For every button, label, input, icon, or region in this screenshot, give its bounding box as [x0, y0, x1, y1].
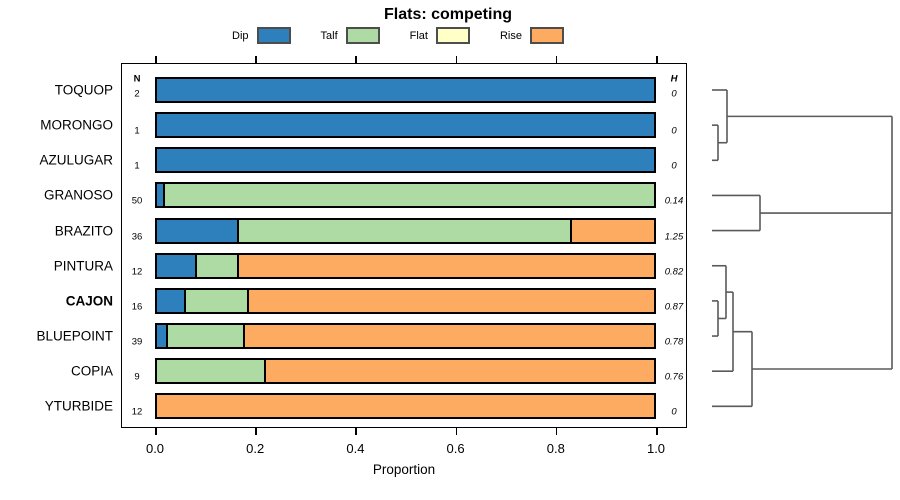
bar-segment-dip	[155, 252, 197, 279]
x-tick-label: 0.2	[246, 441, 265, 456]
legend-swatch-dip	[256, 27, 291, 44]
axis-tick-bottom	[656, 428, 658, 435]
bar-row-cajon	[155, 287, 656, 314]
bar-row-bluepoint	[155, 323, 656, 350]
x-tick-label: 0.4	[346, 441, 365, 456]
h-value: 0	[671, 88, 677, 100]
bar-row-brazito	[155, 217, 656, 244]
x-tick-label: 0.6	[446, 441, 465, 456]
legend-label: Dip	[232, 29, 249, 42]
y-axis-label-cajon: CAJON	[65, 293, 113, 309]
bar-segment-rise	[570, 217, 656, 244]
y-axis-label-pintura: PINTURA	[53, 258, 113, 274]
n-value: 50	[131, 195, 143, 207]
axis-tick-top	[455, 56, 458, 63]
y-axis-label-copia: COPIA	[70, 363, 113, 379]
n-column-header: N	[133, 73, 141, 85]
axis-tick-bottom	[355, 428, 357, 435]
legend-item-talf: Talf	[321, 27, 380, 44]
y-axis-label-granoso: GRANOSO	[43, 187, 113, 203]
legend: Dip Talf Flat Rise	[232, 27, 564, 44]
legend-item-dip: Dip	[232, 27, 291, 44]
y-axis-label-brazito: BRAZITO	[54, 223, 113, 239]
bar-segment-dip	[155, 77, 656, 103]
legend-label: Rise	[499, 29, 522, 42]
bar-segment-rise	[243, 323, 656, 350]
legend-item-rise: Rise	[500, 27, 564, 44]
axis-tick-top	[255, 56, 257, 63]
h-value: 0.78	[664, 336, 684, 348]
bar-row-yturbide	[155, 393, 656, 420]
bar-segment-dip	[155, 217, 239, 244]
legend-swatch-talf	[345, 27, 380, 44]
y-axis-label-bluepoint: BLUEPOINT	[36, 328, 113, 344]
bar-row-granoso	[155, 182, 656, 209]
h-value: 0.87	[664, 301, 684, 313]
y-axis-label-yturbide: YTURBIDE	[44, 398, 113, 414]
chart-title: Flats: competing	[383, 6, 513, 23]
legend-label: Talf	[320, 29, 338, 42]
h-value: 0.76	[664, 371, 684, 383]
axis-tick-bottom	[555, 428, 558, 435]
bar-segment-rise	[155, 393, 656, 420]
legend-swatch-rise	[530, 27, 564, 44]
bar-segment-rise	[247, 287, 656, 314]
bar-segment-dip	[155, 112, 656, 139]
axis-tick-top	[555, 56, 558, 63]
bar-row-pintura	[155, 252, 656, 279]
h-column-header: H	[670, 73, 678, 85]
n-value: 12	[131, 406, 143, 418]
bar-segment-talf	[237, 217, 572, 244]
y-axis-label-morongo: MORONGO	[40, 117, 113, 133]
bar-segment-dip	[155, 147, 656, 174]
bar-row-azulugar	[155, 147, 656, 174]
h-value: 0.82	[664, 266, 684, 278]
h-value: 0	[671, 406, 677, 418]
bar-row-copia	[155, 358, 656, 385]
y-axis-label-azulugar: AZULUGAR	[39, 152, 113, 168]
x-tick-label: 0.8	[546, 441, 565, 456]
h-value: 0.14	[664, 195, 684, 207]
legend-swatch-flat	[435, 27, 470, 44]
n-value: 2	[134, 88, 140, 100]
h-value: 0	[671, 125, 677, 137]
x-axis-label: Proportion	[372, 462, 436, 477]
axis-tick-bottom	[155, 428, 157, 435]
bar-row-morongo	[155, 112, 656, 139]
x-tick-label: 1.0	[646, 441, 666, 456]
legend-item-flat: Flat	[410, 27, 470, 44]
bar-segment-rise	[237, 252, 656, 279]
n-value: 1	[134, 160, 140, 172]
h-value: 0	[671, 160, 677, 172]
bar-segment-talf	[163, 182, 656, 209]
bar-segment-dip	[155, 287, 186, 314]
axis-tick-top	[155, 56, 157, 63]
axis-tick-top	[355, 56, 357, 63]
axis-tick-top	[656, 56, 658, 63]
n-value: 1	[134, 125, 140, 137]
bar-row-toquop	[155, 77, 656, 103]
legend-label: Flat	[409, 29, 428, 42]
n-value: 39	[131, 336, 143, 348]
axis-tick-bottom	[255, 428, 257, 435]
y-axis-label-toquop: TOQUOP	[54, 82, 113, 98]
n-value: 9	[134, 371, 140, 383]
n-value: 12	[131, 266, 143, 278]
bar-segment-rise	[264, 358, 656, 385]
n-value: 16	[131, 301, 143, 313]
h-value: 1.25	[664, 231, 684, 243]
n-value: 36	[131, 231, 143, 243]
axis-tick-bottom	[455, 428, 458, 435]
x-tick-label: 0.0	[145, 441, 165, 456]
